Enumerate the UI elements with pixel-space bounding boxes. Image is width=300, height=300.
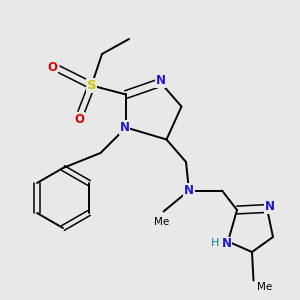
Text: S: S bbox=[87, 79, 96, 92]
Text: N: N bbox=[264, 200, 274, 214]
Text: N: N bbox=[221, 237, 232, 250]
Text: Me: Me bbox=[256, 282, 272, 292]
Text: O: O bbox=[47, 61, 58, 74]
Text: N: N bbox=[155, 74, 166, 88]
Text: N: N bbox=[184, 184, 194, 197]
Text: N: N bbox=[119, 121, 130, 134]
Text: O: O bbox=[74, 112, 85, 126]
Text: Me: Me bbox=[154, 217, 169, 227]
Text: H: H bbox=[211, 238, 220, 248]
